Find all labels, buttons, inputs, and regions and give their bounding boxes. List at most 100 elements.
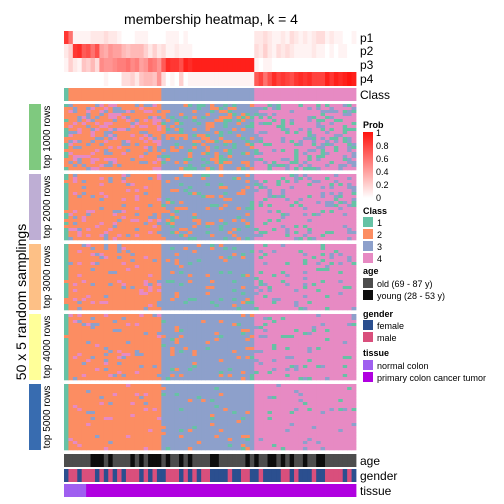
heat-cell — [192, 183, 198, 187]
heat-cell — [148, 134, 153, 138]
heat-cell — [201, 122, 206, 126]
heat-cell — [325, 116, 330, 120]
heat-cell — [134, 195, 140, 199]
heat-cell — [86, 216, 91, 220]
heat-cell — [214, 192, 220, 196]
heat-cell — [125, 204, 131, 208]
heat-cell — [271, 222, 277, 226]
heat-cell — [205, 262, 211, 266]
heat-cell — [223, 320, 229, 324]
heat-cell — [285, 131, 291, 135]
heat-cell — [285, 289, 291, 293]
prob-cell — [192, 58, 198, 72]
heat-cell — [245, 110, 251, 114]
heat-cell — [227, 137, 233, 141]
heat-cell — [210, 283, 215, 287]
heat-cell — [338, 307, 344, 311]
heat-cell — [165, 298, 171, 302]
sampling-block — [64, 314, 357, 381]
heat-cell — [285, 274, 291, 278]
heat-cell — [232, 259, 237, 263]
heat-cell — [236, 174, 242, 178]
heat-cell — [125, 161, 131, 165]
prob-cell — [68, 72, 74, 86]
heat-cell — [263, 265, 268, 269]
heat-cell — [161, 192, 167, 196]
heat-cell — [192, 231, 198, 235]
prob-cell — [99, 44, 105, 58]
heat-cell — [294, 271, 299, 275]
heat-cell — [187, 146, 193, 150]
heat-cell — [152, 210, 158, 214]
heat-cell — [183, 216, 189, 220]
prob-cell — [236, 58, 242, 72]
heat-cell — [165, 183, 171, 187]
heat-cell — [258, 247, 264, 251]
heat-cell — [210, 143, 215, 147]
heat-cell — [307, 307, 313, 311]
heat-cell — [130, 271, 136, 275]
heat-cell — [280, 152, 286, 156]
heat-cell — [179, 283, 184, 287]
heat-cell — [271, 158, 277, 162]
heat-cell — [232, 289, 237, 293]
heat-cell — [134, 140, 140, 144]
prob-cell — [143, 72, 149, 86]
heat-cell — [161, 274, 167, 278]
heat-cell — [333, 259, 339, 263]
heat-cell — [125, 250, 131, 254]
heat-cell — [165, 149, 171, 153]
heat-cell — [267, 295, 273, 299]
heat-cell — [232, 216, 237, 220]
heat-cell — [108, 228, 114, 232]
prob-cell — [240, 44, 246, 58]
heat-cell — [152, 183, 158, 187]
heat-cell — [152, 234, 158, 238]
heat-cell — [201, 207, 206, 211]
heat-cell — [156, 201, 162, 205]
heat-cell — [170, 207, 176, 211]
heat-cell — [77, 183, 83, 187]
heat-cell — [90, 140, 96, 144]
heat-cell — [156, 228, 162, 232]
heat-cell — [232, 247, 237, 251]
heat-cell — [187, 225, 193, 229]
heat-cell — [232, 262, 237, 266]
heat-cell — [267, 110, 273, 114]
heat-cell — [201, 210, 206, 214]
prob-cell — [342, 31, 348, 45]
heat-cell — [311, 146, 317, 150]
heat-cell — [285, 323, 291, 327]
heat-cell — [240, 204, 246, 208]
heat-cell — [121, 155, 127, 159]
heat-cell — [72, 295, 78, 299]
heat-cell — [289, 158, 295, 162]
heat-cell — [329, 225, 335, 229]
heat-cell — [134, 234, 140, 238]
heat-cell — [218, 289, 224, 293]
heat-cell — [258, 107, 264, 111]
heat-cell — [183, 125, 189, 129]
heat-cell — [347, 292, 352, 296]
heat-cell — [170, 198, 176, 202]
heat-cell — [143, 244, 149, 248]
heat-cell — [316, 292, 322, 296]
heat-cell — [139, 244, 145, 248]
heat-cell — [307, 213, 313, 217]
heat-cell — [64, 158, 69, 162]
heat-cell — [263, 146, 268, 150]
heat-cell — [227, 234, 233, 238]
heat-cell — [125, 137, 131, 141]
heat-cell — [218, 216, 224, 220]
heat-cell — [294, 137, 299, 141]
heat-cell — [329, 195, 335, 199]
heat-cell — [338, 295, 344, 299]
heat-cell — [201, 116, 206, 120]
heat-cell — [90, 326, 96, 330]
heat-cell — [236, 113, 242, 117]
heat-cell — [325, 198, 330, 202]
heat-cell — [249, 125, 255, 129]
heat-cell — [77, 204, 83, 208]
heat-cell — [174, 317, 180, 321]
heat-cell — [294, 323, 299, 327]
